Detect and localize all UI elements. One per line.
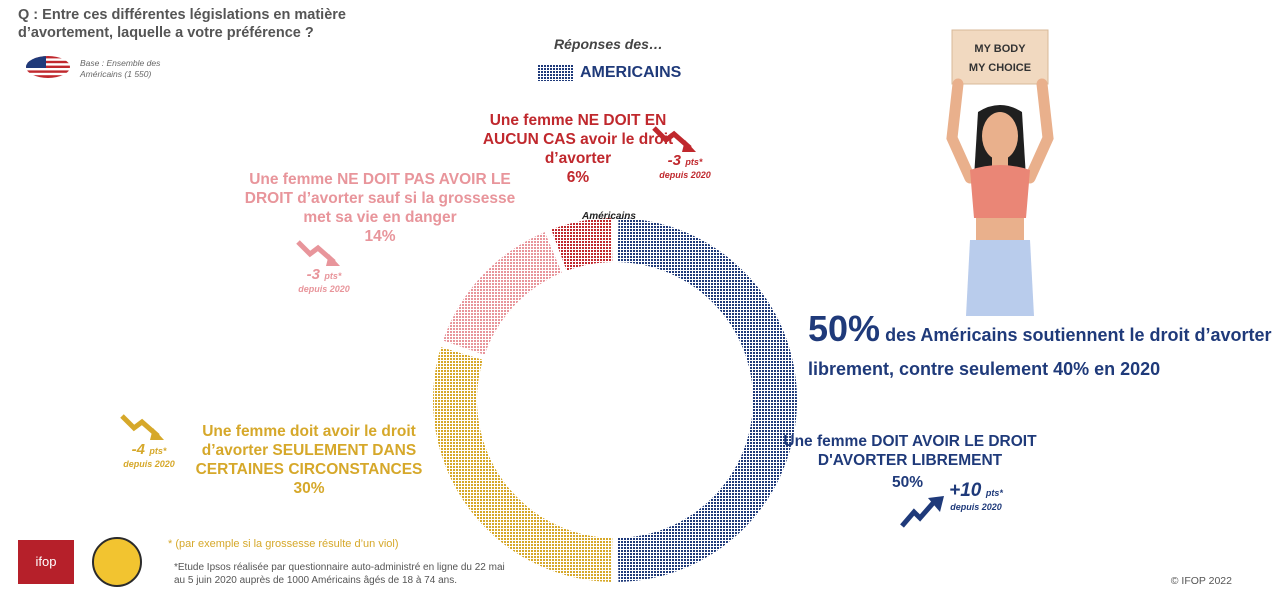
trend-down-icon	[120, 414, 164, 440]
label-blue-text: Une femme DOIT AVOIR LE DROIT D'AVORTER …	[783, 433, 1037, 469]
change-red-value: -3	[667, 152, 681, 169]
change-yellow: -4 pts* depuis 2020	[112, 441, 186, 469]
change-red-since: depuis 2020	[659, 170, 711, 180]
label-blue: Une femme DOIT AVOIR LE DROIT D'AVORTER …	[760, 432, 1060, 470]
slice-red	[551, 218, 613, 271]
label-blue-pct: 50%	[892, 474, 924, 491]
sign-text-line1: MY BODY	[974, 43, 1026, 55]
responses-header: Réponses des…	[554, 36, 663, 52]
slice-blue	[617, 218, 797, 582]
source-note: *Etude Ipsos réalisée par questionnaire …	[174, 562, 505, 586]
change-blue-since: depuis 2020	[950, 502, 1002, 512]
trend-up-icon	[900, 496, 944, 528]
label-yellow-pct: 30%	[293, 480, 325, 497]
label-pink-text: Une femme NE DOIT PAS AVOIR LE DROIT d’a…	[244, 171, 516, 226]
base-text: Base : Ensemble des Américains (1 550)	[80, 58, 161, 79]
sign-text-line2: MY CHOICE	[969, 62, 1031, 74]
change-pink-since: depuis 2020	[298, 284, 350, 294]
legend-swatch	[538, 65, 574, 81]
change-blue-value: +10	[949, 480, 982, 501]
trend-down-icon	[652, 126, 696, 152]
headline: 50% des Américains soutiennent le droit …	[808, 311, 1278, 386]
label-red-text: Une femme NE DOIT EN AUCUN CAS avoir le …	[482, 112, 674, 167]
trend-down-icon	[296, 240, 340, 266]
ifop-logo: ifop	[18, 540, 74, 584]
change-yellow-pts: pts*	[149, 446, 167, 456]
change-pink-pts: pts*	[324, 271, 342, 281]
protester-illustration: MY BODY MY CHOICE	[946, 29, 1054, 316]
question-text: Q : Entre ces différentes législations e…	[18, 7, 346, 41]
legend-label: AMERICAINS	[580, 64, 682, 81]
slice-yellow	[433, 347, 613, 582]
footnote: * (par exemple si la grossesse résulte d…	[168, 538, 399, 550]
donut-chart	[433, 218, 797, 582]
label-red-pct: 6%	[566, 169, 590, 186]
change-pink: -3 pts* depuis 2020	[284, 266, 364, 294]
change-yellow-since: depuis 2020	[123, 459, 175, 469]
change-red-pts: pts*	[685, 157, 703, 167]
slice-pink	[443, 232, 562, 355]
change-pink-value: -3	[306, 266, 320, 283]
label-red: Une femme NE DOIT EN AUCUN CAS avoir le …	[468, 111, 688, 187]
seal-logo	[92, 537, 142, 587]
headline-text: des Américains soutiennent le droit d’av…	[808, 325, 1272, 379]
label-yellow: Une femme doit avoir le droit d’avorter …	[172, 422, 446, 498]
us-flag-icon	[26, 56, 70, 78]
copyright: © IFOP 2022	[1170, 575, 1232, 587]
label-yellow-text: Une femme doit avoir le droit d’avorter …	[195, 423, 423, 478]
change-red: -3 pts* depuis 2020	[645, 152, 725, 180]
change-yellow-value: -4	[131, 441, 145, 458]
chart-center-label: Américains	[582, 211, 636, 222]
label-pink: Une femme NE DOIT PAS AVOIR LE DROIT d’a…	[240, 170, 520, 246]
label-pink-pct: 14%	[364, 228, 396, 245]
headline-big: 50%	[808, 308, 881, 349]
change-blue-pts: pts*	[985, 488, 1003, 498]
change-blue: +10 pts* depuis 2020	[936, 480, 1016, 512]
